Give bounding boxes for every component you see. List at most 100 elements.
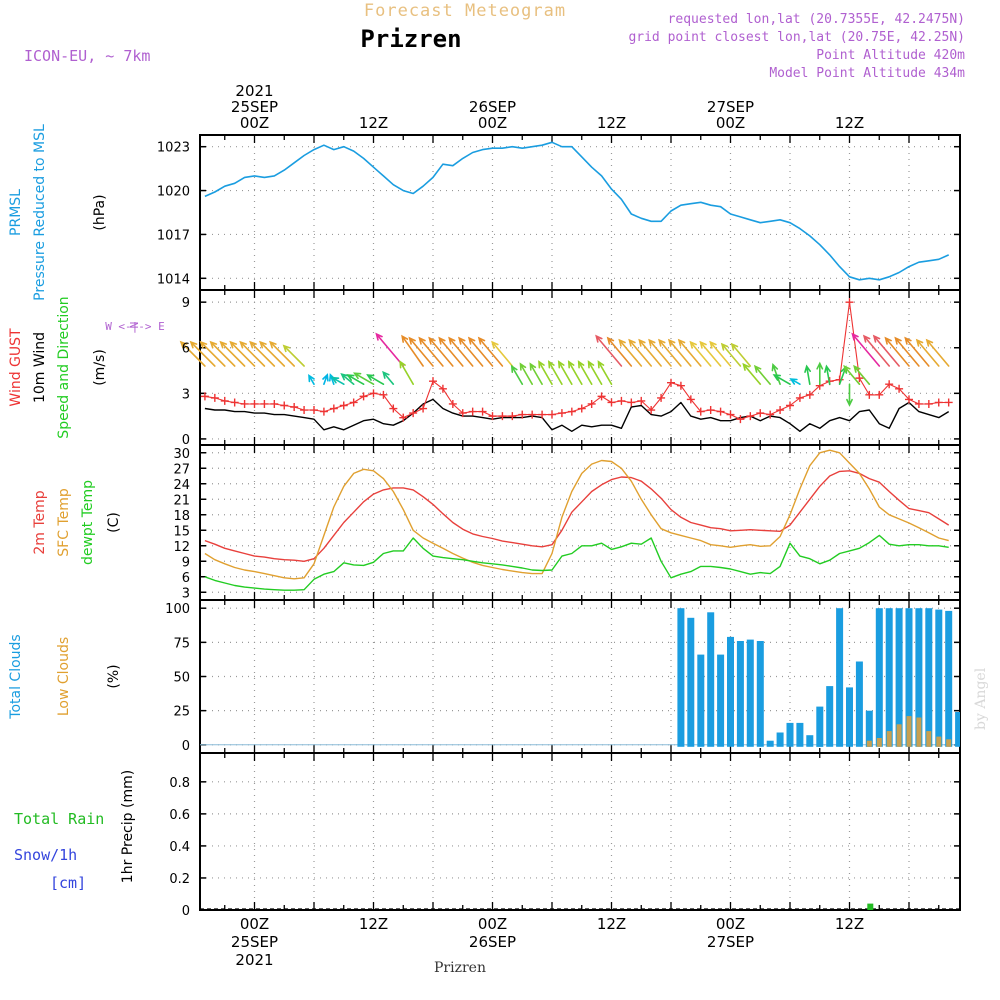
time-label-top: 12Z: [597, 114, 626, 132]
wind-arrow: [722, 344, 740, 366]
y-axis-label: PRMSL: [8, 189, 24, 236]
y-axis-label: (%): [106, 664, 122, 688]
low-cloud-bar: [867, 741, 872, 747]
time-label-bottom: 12Z: [835, 915, 864, 933]
gust-marker: [925, 400, 933, 408]
total-cloud-bar: [687, 618, 694, 747]
model-label: ICON-EU, ~ 7km: [24, 47, 150, 65]
gust-marker: [756, 409, 764, 417]
gust-marker: [221, 397, 229, 405]
y-tick-label: 15: [173, 524, 190, 539]
gust-marker: [746, 412, 754, 420]
requested-coords: requested lon,lat (20.7355E, 42.2475N): [668, 12, 965, 27]
axes-layer: [200, 135, 960, 910]
wind-arrow: [817, 363, 822, 384]
low-cloud-bar: [877, 738, 882, 747]
gust-marker: [241, 400, 249, 408]
gust-marker: [776, 406, 784, 414]
y-tick-label: 50: [173, 671, 190, 686]
wind-arrow: [805, 366, 810, 384]
series-line-wind-gust: [205, 302, 949, 419]
gust-marker: [558, 409, 566, 417]
total-cloud-bar: [846, 687, 853, 746]
total-cloud-bar: [796, 723, 803, 747]
total-cloud-bar: [955, 712, 960, 747]
grid-point-coords: grid point closest lon,lat (20.75E, 42.2…: [628, 30, 965, 45]
panel-frame: [200, 135, 960, 290]
total-cloud-bar: [886, 608, 893, 747]
y-tick-label: 0: [182, 739, 190, 754]
series-line-pressure: [205, 142, 949, 279]
gust-marker: [251, 400, 259, 408]
gust-marker: [350, 398, 358, 406]
y-tick-label: 0.4: [169, 840, 190, 855]
time-label-top: 12Z: [835, 114, 864, 132]
time-label-bottom: 25SEP: [231, 933, 278, 951]
y-tick-label: 1017: [157, 228, 190, 243]
y-tick-label: 1014: [157, 272, 190, 287]
time-label-bottom: 00Z: [240, 915, 269, 933]
y-axis-label: 10m Wind: [32, 332, 48, 403]
wind-arrow: [774, 375, 790, 384]
gust-marker: [667, 379, 675, 387]
gust-marker: [379, 391, 387, 399]
precip-legend-item: Total Rain: [14, 810, 104, 828]
gust-marker: [370, 389, 378, 397]
gust-marker: [479, 408, 487, 416]
total-cloud-bar: [727, 637, 734, 747]
gust-marker: [330, 405, 338, 413]
gust-marker: [717, 408, 725, 416]
wind-arrow: [309, 376, 314, 385]
y-tick-label: 0: [182, 433, 190, 448]
time-label-bottom: 2021: [235, 951, 273, 969]
gust-marker: [300, 406, 308, 414]
gust-marker: [290, 403, 298, 411]
y-tick-label: 24: [173, 478, 190, 493]
wind-arrow: [791, 379, 800, 384]
total-cloud-bar: [806, 735, 813, 747]
y-tick-label: 0.2: [169, 872, 190, 887]
gust-marker: [846, 298, 854, 306]
wind-arrow: [479, 338, 502, 366]
gust-marker: [935, 398, 943, 406]
time-label-top: 00Z: [240, 114, 269, 132]
y-tick-label: 25: [173, 705, 190, 720]
wind-arrow: [847, 384, 852, 405]
series-line-10m-wind: [205, 399, 949, 431]
wind-arrow: [383, 372, 393, 384]
gust-marker: [677, 382, 685, 390]
time-label-top: 12Z: [359, 114, 388, 132]
time-label-bottom: 27SEP: [707, 933, 754, 951]
gust-marker: [508, 412, 516, 420]
y-tick-label: 0.6: [169, 808, 190, 823]
location-title: Prizren: [360, 25, 461, 53]
time-label-bottom: 12Z: [597, 915, 626, 933]
meteogram-chart: Forecast Meteogram Prizren ICON-EU, ~ 7k…: [0, 0, 1000, 1000]
wind-arrow: [284, 346, 304, 366]
total-cloud-bar: [737, 641, 744, 747]
total-cloud-bar: [836, 608, 843, 747]
y-axis-label: (m/s): [92, 349, 108, 386]
gust-marker: [211, 394, 219, 402]
total-cloud-bar: [816, 707, 823, 747]
wind-arrow: [732, 344, 750, 366]
gust-marker: [231, 398, 239, 406]
total-cloud-bar: [677, 608, 684, 747]
gust-marker: [865, 391, 873, 399]
y-tick-label: 75: [173, 636, 190, 651]
y-tick-label: 3: [182, 586, 190, 601]
y-axis-label: 1hr Precip (mm): [120, 770, 136, 883]
low-cloud-bar: [887, 731, 892, 747]
y-axis-label: (hPa): [92, 194, 108, 230]
gust-marker: [320, 408, 328, 416]
series-line-dewpt-temp: [205, 535, 949, 590]
y-axis-label: (C): [106, 512, 122, 533]
gust-marker: [310, 406, 318, 414]
y-tick-label: 6: [182, 342, 190, 357]
total-cloud-bar: [747, 640, 754, 747]
y-axis-label: dewpt Temp: [80, 480, 96, 565]
total-cloud-bar: [935, 610, 942, 747]
gust-marker: [568, 408, 576, 416]
model-point-altitude: Model Point Altitude 434m: [769, 66, 965, 81]
y-tick-label: 6: [182, 571, 190, 586]
